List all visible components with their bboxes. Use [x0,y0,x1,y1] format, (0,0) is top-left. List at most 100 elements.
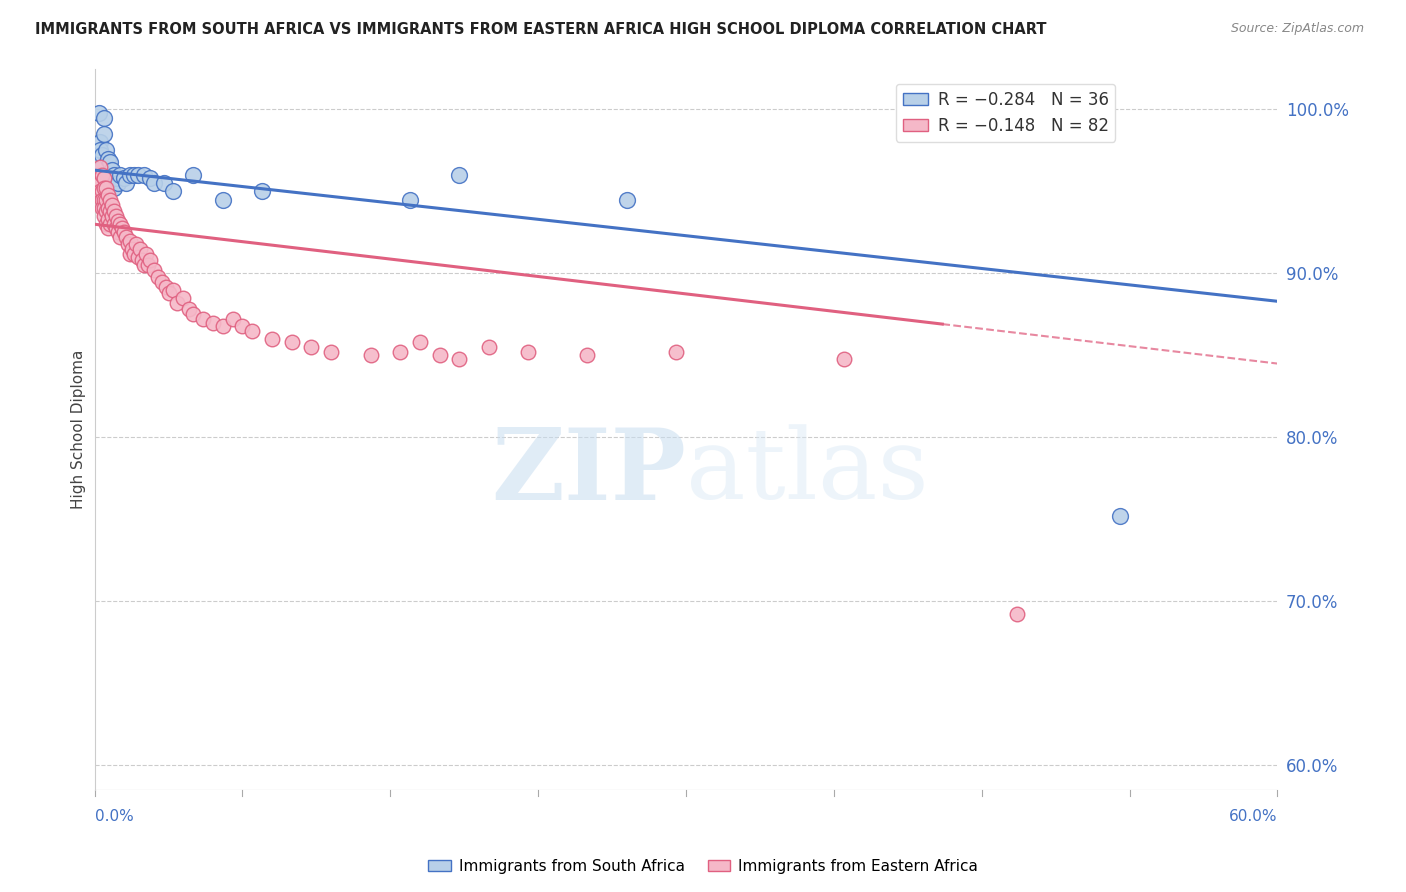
Point [112,226,135,240]
Text: Source: ZipAtlas.com: Source: ZipAtlas.com [1230,22,1364,36]
Point [97,201,120,215]
Point [280,335,302,350]
Point [201,316,224,330]
Point [665,345,688,359]
Point [409,335,432,350]
Point [127,168,149,182]
Text: atlas: atlas [686,425,929,520]
Point [121,242,143,256]
Point [155,279,177,293]
Point [105,209,128,223]
Point [89,144,111,158]
Point [159,286,181,301]
Point [89,160,111,174]
Point [142,263,165,277]
Point [120,168,142,182]
Point [91,193,114,207]
Point [96,204,118,219]
Point [107,176,129,190]
Text: 0.0%: 0.0% [94,809,134,824]
Point [93,171,115,186]
Point [172,291,194,305]
Point [136,258,159,272]
Point [97,187,120,202]
Point [117,236,139,251]
Legend: R = −0.284   N = 36, R = −0.148   N = 82: R = −0.284 N = 36, R = −0.148 N = 82 [896,84,1115,142]
Point [120,234,142,248]
Point [103,181,125,195]
Point [108,168,131,182]
Point [399,193,422,207]
Point [478,340,501,354]
Point [93,181,115,195]
Point [240,324,263,338]
Point [96,144,118,158]
Point [93,127,115,141]
Point [112,171,135,186]
Point [97,220,120,235]
Point [98,155,121,169]
Legend: Immigrants from South Africa, Immigrants from Eastern Africa: Immigrants from South Africa, Immigrants… [422,853,984,880]
Point [96,193,118,207]
Point [449,351,471,366]
Point [127,250,149,264]
Point [101,197,124,211]
Point [260,332,283,346]
Point [108,217,131,231]
Point [103,217,125,231]
Point [301,340,323,354]
Point [107,226,129,240]
Point [120,246,142,260]
Point [91,148,114,162]
Point [1108,508,1130,523]
Point [181,168,204,182]
Point [139,253,162,268]
Text: ZIP: ZIP [491,424,686,521]
Point [96,168,118,182]
Point [91,185,114,199]
Point [250,185,273,199]
Point [98,176,121,190]
Point [166,296,188,310]
Point [122,168,145,182]
Point [91,201,114,215]
Point [91,160,114,174]
Point [108,230,131,244]
Point [616,193,638,207]
Point [131,253,153,268]
Point [97,212,120,227]
Point [152,176,174,190]
Point [832,351,855,366]
Point [139,171,162,186]
Point [93,111,115,125]
Point [97,171,120,186]
Text: 60.0%: 60.0% [1229,809,1278,824]
Point [93,209,115,223]
Point [576,348,599,362]
Point [135,246,157,260]
Point [191,312,214,326]
Point [142,176,165,190]
Point [89,136,111,150]
Point [93,193,115,207]
Point [162,185,184,199]
Point [87,105,110,120]
Text: IMMIGRANTS FROM SOUTH AFRICA VS IMMIGRANTS FROM EASTERN AFRICA HIGH SCHOOL DIPLO: IMMIGRANTS FROM SOUTH AFRICA VS IMMIGRAN… [35,22,1046,37]
Point [360,348,382,362]
Point [129,242,152,256]
Point [105,171,128,186]
Point [103,168,125,182]
Point [101,163,124,178]
Point [111,220,134,235]
Point [91,168,114,182]
Point [181,307,204,321]
Y-axis label: High School Diploma: High School Diploma [72,350,86,508]
Point [1007,607,1029,622]
Point [96,181,118,195]
Point [101,209,124,223]
Point [211,193,233,207]
Point [96,217,118,231]
Point [150,275,173,289]
Point [231,318,253,333]
Point [389,345,412,359]
